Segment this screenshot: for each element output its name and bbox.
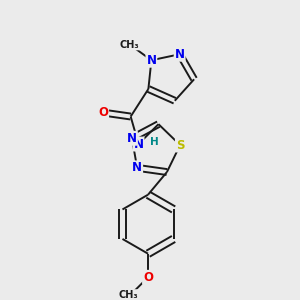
Text: S: S <box>176 139 184 152</box>
Text: N: N <box>146 54 156 67</box>
Text: CH₃: CH₃ <box>118 290 138 300</box>
Text: N: N <box>134 138 143 151</box>
Text: O: O <box>143 271 153 284</box>
Text: H: H <box>150 137 159 147</box>
Text: CH₃: CH₃ <box>120 40 140 50</box>
Text: N: N <box>127 132 137 145</box>
Text: N: N <box>132 161 142 174</box>
Text: O: O <box>98 106 108 119</box>
Text: N: N <box>175 48 185 61</box>
